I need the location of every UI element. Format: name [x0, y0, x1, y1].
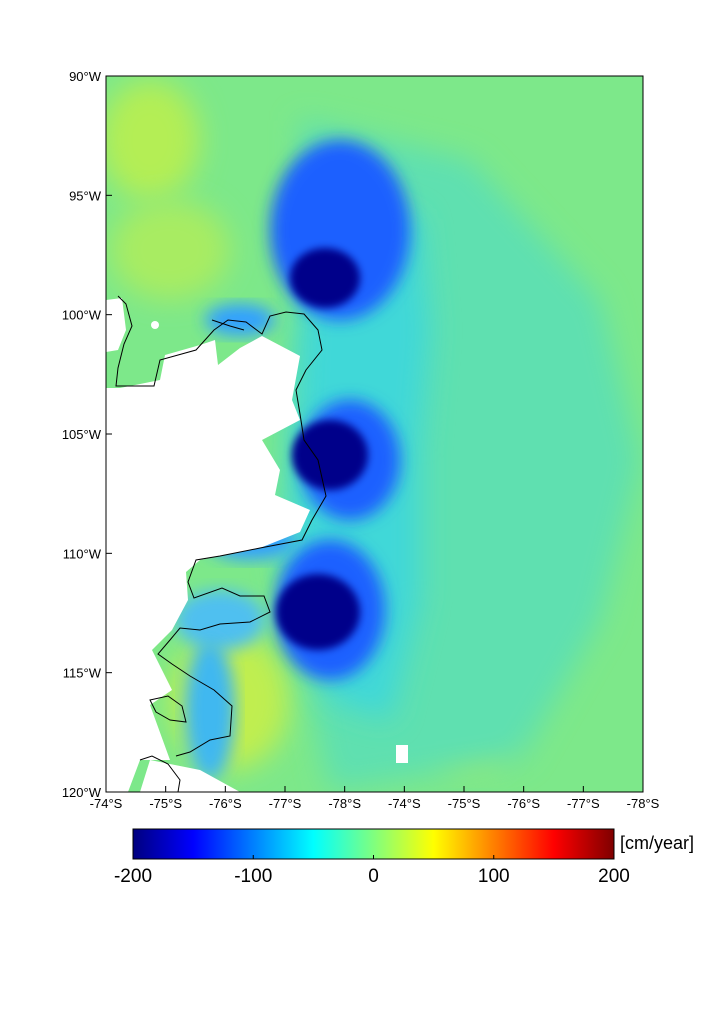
y-tick-label: 115°W	[63, 666, 102, 681]
y-tick-label: 95°W	[69, 188, 102, 203]
x-tick-label: -74°S	[388, 796, 421, 811]
x-tick-label: -77°S	[269, 796, 302, 811]
x-tick-label: -77°S	[567, 796, 600, 811]
y-tick-label: 100°W	[62, 308, 102, 323]
colorbar-tick-label: 0	[368, 866, 379, 887]
land-mask	[106, 298, 126, 352]
y-tick-label: 120°W	[62, 785, 102, 800]
x-tick-label: -76°S	[507, 796, 540, 811]
colorbar-tick-label: 200	[598, 866, 630, 887]
x-axis: -74°S -75°S -76°S -77°S -78°S -74°S -75°S -76°S…	[90, 786, 660, 811]
x-tick-label: -78°S	[328, 796, 361, 811]
colorbar-unit: [cm/year]	[620, 833, 694, 853]
colorbar-tick-label: 100	[478, 866, 510, 887]
y-tick-label: 105°W	[62, 427, 102, 442]
x-tick-label: -76°S	[209, 796, 242, 811]
velocity-field	[106, 76, 643, 792]
x-tick-label: -75°S	[149, 796, 182, 811]
y-axis: 90°W 95°W 100°W 105°W 110°W 115°W 120°W	[62, 69, 112, 800]
x-tick-label: -78°S	[627, 796, 660, 811]
colorbar-tick-label: -100	[234, 866, 272, 887]
coastline	[115, 295, 327, 792]
y-tick-label: 110°W	[63, 546, 102, 561]
colorbar-tick-label: -200	[114, 866, 152, 887]
y-tick-label: 90°W	[69, 69, 102, 84]
colorbar-ticks: -200 -100 0 100 200	[114, 855, 630, 887]
land-mask	[106, 336, 310, 792]
colorbar-bar	[132, 828, 615, 860]
x-tick-label: -75°S	[448, 796, 481, 811]
x-tick-label: -74°S	[90, 796, 123, 811]
